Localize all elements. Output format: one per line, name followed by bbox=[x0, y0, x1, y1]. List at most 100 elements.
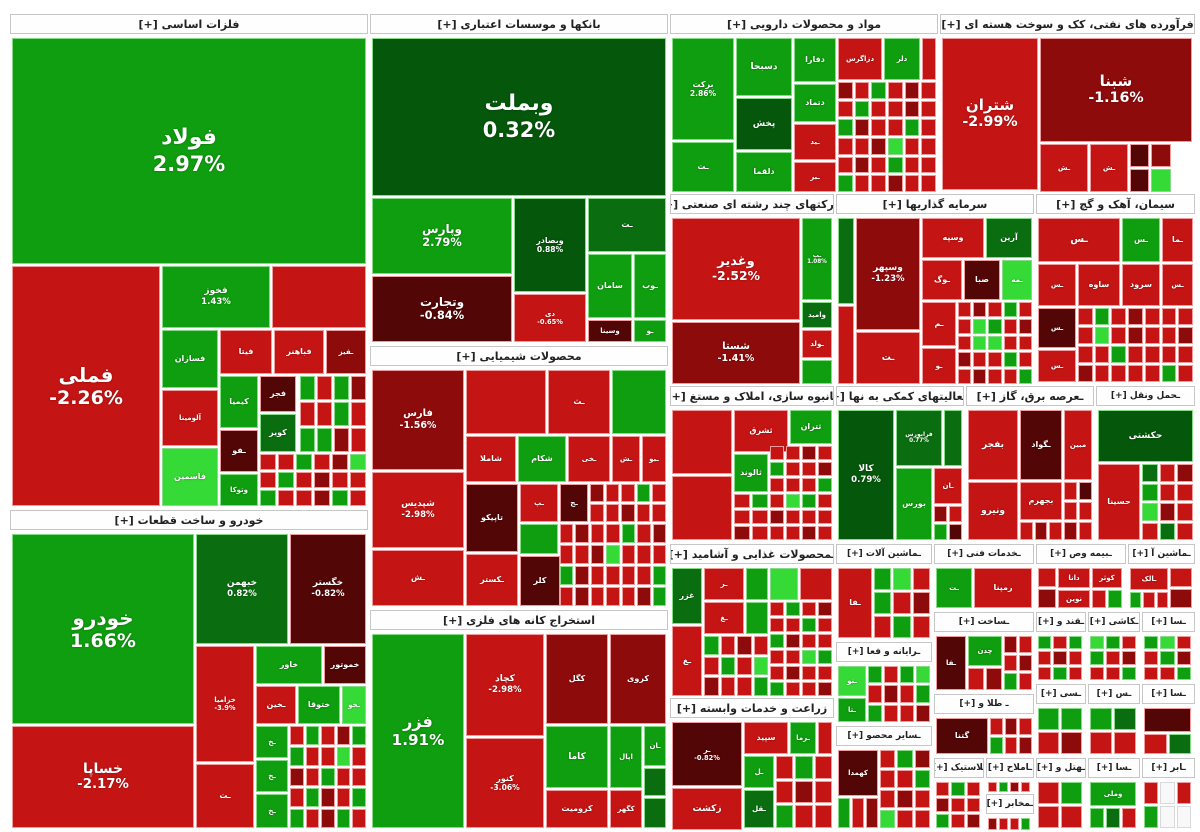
tile-ـخی[interactable]: ـخی bbox=[568, 436, 610, 482]
tile[interactable] bbox=[605, 484, 620, 502]
tile-ـالک[interactable]: ـالک bbox=[1130, 568, 1168, 590]
tile-آلومینا[interactable]: آلومینا bbox=[162, 390, 218, 446]
tile-ـت[interactable]: ـت bbox=[936, 568, 972, 608]
section-header-misc-a[interactable]: ـسا [+] bbox=[1142, 612, 1195, 632]
tile[interactable] bbox=[1177, 464, 1193, 482]
tile[interactable] bbox=[1090, 651, 1104, 665]
tile-وسپهر[interactable]: وسپهر -1.23% bbox=[856, 218, 920, 330]
tile[interactable] bbox=[305, 809, 320, 828]
tile[interactable] bbox=[880, 750, 896, 768]
tile[interactable] bbox=[818, 478, 832, 492]
tile-فارس[interactable]: فارس -1.56% bbox=[372, 370, 464, 470]
tile[interactable] bbox=[1053, 651, 1067, 665]
tile-ـت[interactable]: ـت bbox=[856, 332, 920, 384]
tile[interactable] bbox=[300, 402, 315, 426]
tile-کالا[interactable]: کالا 0.79% bbox=[838, 410, 894, 540]
tile-وپارس[interactable]: وپارس 2.79% bbox=[372, 198, 512, 274]
tile[interactable] bbox=[1144, 734, 1167, 754]
tile[interactable] bbox=[737, 656, 752, 676]
tile[interactable] bbox=[336, 726, 351, 745]
tile[interactable] bbox=[314, 472, 330, 488]
tile[interactable] bbox=[606, 545, 620, 564]
tile[interactable] bbox=[1106, 636, 1120, 650]
tile-ـان[interactable]: ـان bbox=[644, 726, 666, 766]
tile-ـث[interactable]: ـث bbox=[548, 370, 610, 434]
tile[interactable] bbox=[871, 100, 886, 118]
tile[interactable] bbox=[897, 810, 913, 828]
tile[interactable] bbox=[1111, 346, 1127, 363]
tile[interactable] bbox=[1178, 365, 1193, 382]
tile[interactable] bbox=[1122, 666, 1136, 680]
tile[interactable] bbox=[866, 798, 878, 828]
tile[interactable] bbox=[1176, 806, 1191, 828]
tile-ـس[interactable]: ـس bbox=[1162, 264, 1193, 306]
tile[interactable] bbox=[352, 788, 366, 808]
tile[interactable] bbox=[637, 587, 651, 606]
tile[interactable] bbox=[1021, 818, 1030, 830]
tile[interactable] bbox=[900, 704, 914, 722]
tile[interactable] bbox=[290, 788, 304, 808]
tile[interactable] bbox=[1038, 732, 1059, 754]
tile[interactable] bbox=[1143, 592, 1155, 608]
tile[interactable] bbox=[973, 302, 987, 317]
tile[interactable] bbox=[1061, 708, 1082, 730]
tile[interactable] bbox=[838, 798, 850, 828]
tile[interactable] bbox=[321, 788, 335, 808]
tile[interactable] bbox=[871, 138, 886, 155]
tile[interactable] bbox=[314, 490, 330, 506]
tile[interactable] bbox=[1156, 592, 1168, 608]
tile-ـش[interactable]: ـش bbox=[1090, 144, 1128, 192]
tile-ختوقا[interactable]: ختوقا bbox=[298, 686, 340, 724]
tile[interactable] bbox=[838, 138, 853, 155]
tile[interactable] bbox=[990, 718, 1003, 735]
tile[interactable] bbox=[606, 524, 620, 543]
tile[interactable] bbox=[874, 616, 892, 638]
tile[interactable] bbox=[575, 566, 589, 585]
tile[interactable] bbox=[802, 526, 816, 540]
tile-برکت[interactable]: برکت 2.86% bbox=[672, 38, 734, 140]
tile[interactable] bbox=[1130, 169, 1150, 192]
tile[interactable] bbox=[352, 746, 366, 766]
tile[interactable] bbox=[958, 369, 972, 384]
tile[interactable] bbox=[888, 100, 903, 118]
tile[interactable] bbox=[746, 602, 768, 634]
tile[interactable] bbox=[1003, 352, 1017, 368]
section-header-exchange-services[interactable]: ـفعالیتهای کمکی به نها [+] bbox=[836, 386, 964, 406]
tile-ـفا[interactable]: ـفا bbox=[838, 568, 872, 638]
tile[interactable] bbox=[786, 462, 800, 476]
tile-خاور[interactable]: خاور bbox=[256, 646, 322, 684]
tile[interactable] bbox=[1049, 522, 1062, 540]
tile[interactable] bbox=[1004, 718, 1018, 735]
tile-ـخ[interactable]: ـخ bbox=[256, 794, 288, 828]
tile[interactable] bbox=[973, 369, 987, 384]
tile[interactable] bbox=[575, 587, 589, 606]
tile[interactable] bbox=[936, 782, 950, 796]
tile-دلر[interactable]: دلر bbox=[884, 38, 920, 80]
tile[interactable] bbox=[1090, 808, 1104, 828]
tile[interactable] bbox=[350, 454, 366, 470]
tile[interactable] bbox=[590, 484, 604, 502]
tile[interactable] bbox=[871, 156, 886, 174]
tile[interactable] bbox=[802, 478, 816, 492]
tile-حسینا[interactable]: حسینا bbox=[1098, 464, 1140, 540]
tile[interactable] bbox=[1090, 636, 1104, 650]
section-header-pharma[interactable]: مواد و محصولات دارویی [+] bbox=[670, 14, 938, 34]
tile-ـفیز[interactable]: ـفیز bbox=[326, 330, 366, 374]
tile-آرین[interactable]: آرین bbox=[986, 218, 1032, 258]
tile[interactable] bbox=[904, 82, 920, 99]
tile[interactable] bbox=[1161, 365, 1177, 382]
tile[interactable] bbox=[1122, 636, 1136, 650]
tile[interactable] bbox=[1078, 365, 1093, 382]
tile[interactable] bbox=[737, 636, 752, 655]
tile-ـقل[interactable]: ـقل bbox=[744, 790, 774, 828]
tile[interactable] bbox=[1018, 369, 1032, 384]
tile[interactable] bbox=[637, 566, 651, 585]
tile[interactable] bbox=[1094, 327, 1110, 344]
tile[interactable] bbox=[786, 666, 800, 680]
tile[interactable] bbox=[1159, 464, 1176, 482]
tile[interactable] bbox=[888, 138, 903, 155]
tile[interactable] bbox=[818, 510, 832, 524]
tile-فسازان[interactable]: فسازان bbox=[162, 330, 218, 388]
tile[interactable] bbox=[334, 428, 349, 452]
tile[interactable] bbox=[786, 618, 800, 632]
